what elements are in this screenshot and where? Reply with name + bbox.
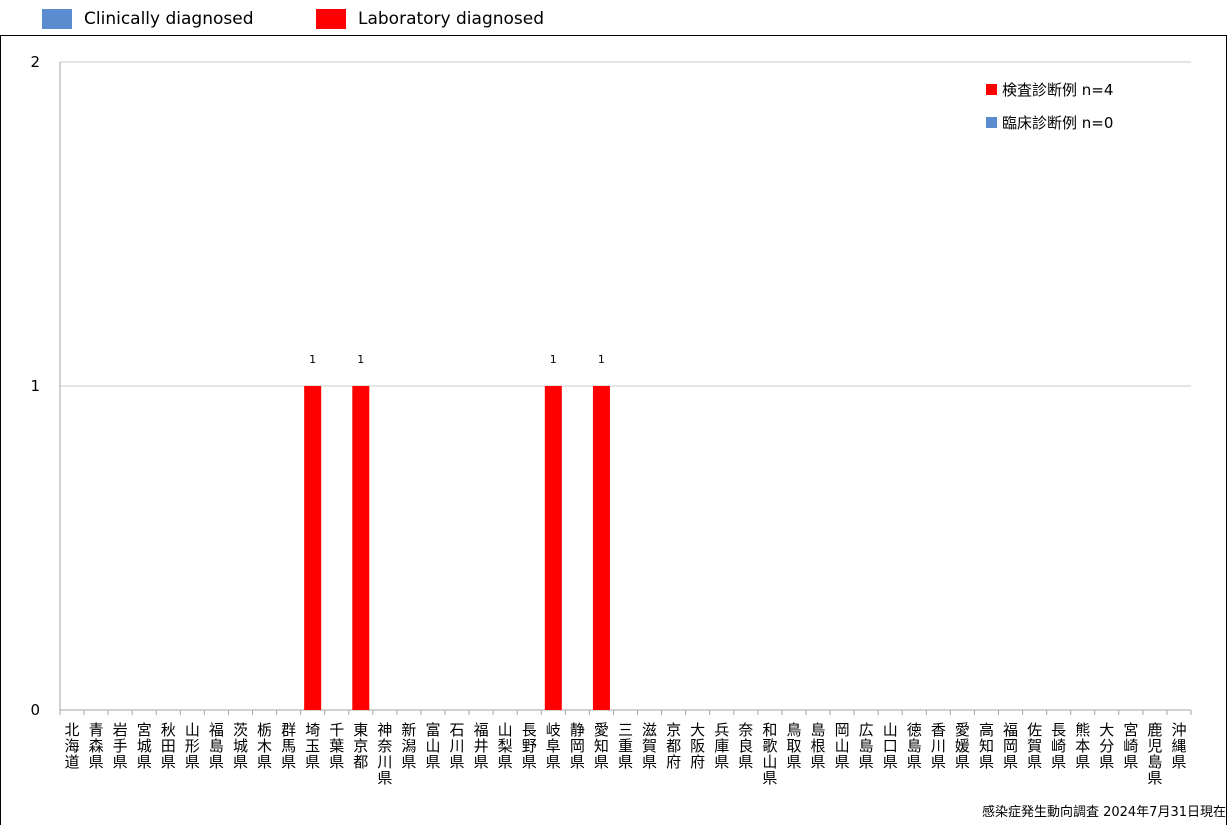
x-category-label: 群馬県 xyxy=(281,721,296,771)
x-category-label: 広島県 xyxy=(859,721,874,771)
legend-clinically-diagnosed: Clinically diagnosed xyxy=(42,9,254,29)
x-category-label: 福島県 xyxy=(209,721,224,771)
y-tick-label: 2 xyxy=(30,53,40,71)
x-category-label: 大分県 xyxy=(1099,721,1114,771)
y-tick-label: 1 xyxy=(30,377,40,395)
x-category-label: 石川県 xyxy=(450,721,465,771)
x-category-label: 愛媛県 xyxy=(955,721,970,771)
legend-label: 臨床診断例 n=0 xyxy=(1002,114,1113,132)
x-category-label: 神奈川県 xyxy=(377,721,392,787)
bar xyxy=(592,386,610,710)
legend-swatch xyxy=(986,84,997,95)
data-label: 1 xyxy=(550,353,557,366)
x-category-label: 山梨県 xyxy=(498,721,513,771)
x-category-label: 鹿児島県 xyxy=(1147,721,1162,787)
legend-label: 検査診断例 n=4 xyxy=(1002,81,1113,99)
x-category-label: 福井県 xyxy=(474,721,489,771)
x-category-label: 京都府 xyxy=(666,721,681,771)
x-category-label: 栃木県 xyxy=(257,721,272,771)
x-category-label: 長崎県 xyxy=(1051,721,1066,771)
x-category-label: 東京都 xyxy=(353,721,368,771)
x-category-label: 千葉県 xyxy=(329,721,344,771)
x-category-label: 島根県 xyxy=(811,721,826,771)
legend-label: Laboratory diagnosed xyxy=(358,9,545,29)
x-category-label: 新潟県 xyxy=(401,721,416,771)
x-category-label: 徳島県 xyxy=(907,721,922,771)
bar xyxy=(352,386,370,710)
legend-swatch-red xyxy=(316,9,346,29)
bar xyxy=(304,386,322,710)
x-category-label: 青森県 xyxy=(89,721,104,771)
y-tick-label: 0 xyxy=(30,701,40,719)
legend-label: Clinically diagnosed xyxy=(84,9,254,29)
x-category-label: 和歌山県 xyxy=(762,721,777,787)
x-category-label: 沖縄県 xyxy=(1171,721,1186,771)
x-category-label: 埼玉県 xyxy=(305,721,320,771)
x-category-label: 大阪府 xyxy=(690,721,705,771)
x-category-label: 山口県 xyxy=(883,721,898,771)
x-category-label: 山形県 xyxy=(185,721,200,771)
data-label: 1 xyxy=(309,353,316,366)
x-category-label: 兵庫県 xyxy=(714,721,729,771)
x-category-label: 長野県 xyxy=(522,721,537,771)
x-category-label: 三重県 xyxy=(618,721,633,771)
x-category-label: 富山県 xyxy=(425,721,440,771)
x-category-label: 宮崎県 xyxy=(1123,721,1138,771)
x-category-label: 岡山県 xyxy=(835,721,850,771)
x-category-label: 愛知県 xyxy=(594,721,609,771)
x-category-label: 奈良県 xyxy=(738,721,753,771)
x-category-label: 宮城県 xyxy=(137,721,152,771)
x-category-label: 佐賀県 xyxy=(1027,721,1042,771)
x-category-label: 岩手県 xyxy=(113,721,128,771)
x-category-label: 福岡県 xyxy=(1003,721,1018,771)
chart-frame xyxy=(0,35,1227,825)
legend-laboratory-diagnosed: Laboratory diagnosed xyxy=(316,9,544,29)
x-category-label: 高知県 xyxy=(979,721,994,771)
x-category-label: 鳥取県 xyxy=(786,721,801,771)
x-category-label: 滋賀県 xyxy=(642,721,657,771)
bar xyxy=(544,386,562,710)
legend-swatch-blue xyxy=(42,9,72,29)
x-category-label: 香川県 xyxy=(931,721,946,771)
data-label: 1 xyxy=(357,353,364,366)
x-category-label: 茨城県 xyxy=(233,721,248,771)
data-label: 1 xyxy=(598,353,605,366)
footer-note: 感染症発生動向調査 2024年7月31日現在 xyxy=(981,805,1226,820)
x-category-label: 秋田県 xyxy=(161,721,176,771)
top-legend: Clinically diagnosed Laboratory diagnose… xyxy=(0,0,1228,36)
x-category-label: 熊本県 xyxy=(1075,721,1090,771)
legend-swatch xyxy=(986,117,997,128)
x-category-label: 北海道 xyxy=(65,721,80,771)
x-category-label: 岐阜県 xyxy=(546,721,561,771)
x-category-label: 静岡県 xyxy=(570,721,585,771)
